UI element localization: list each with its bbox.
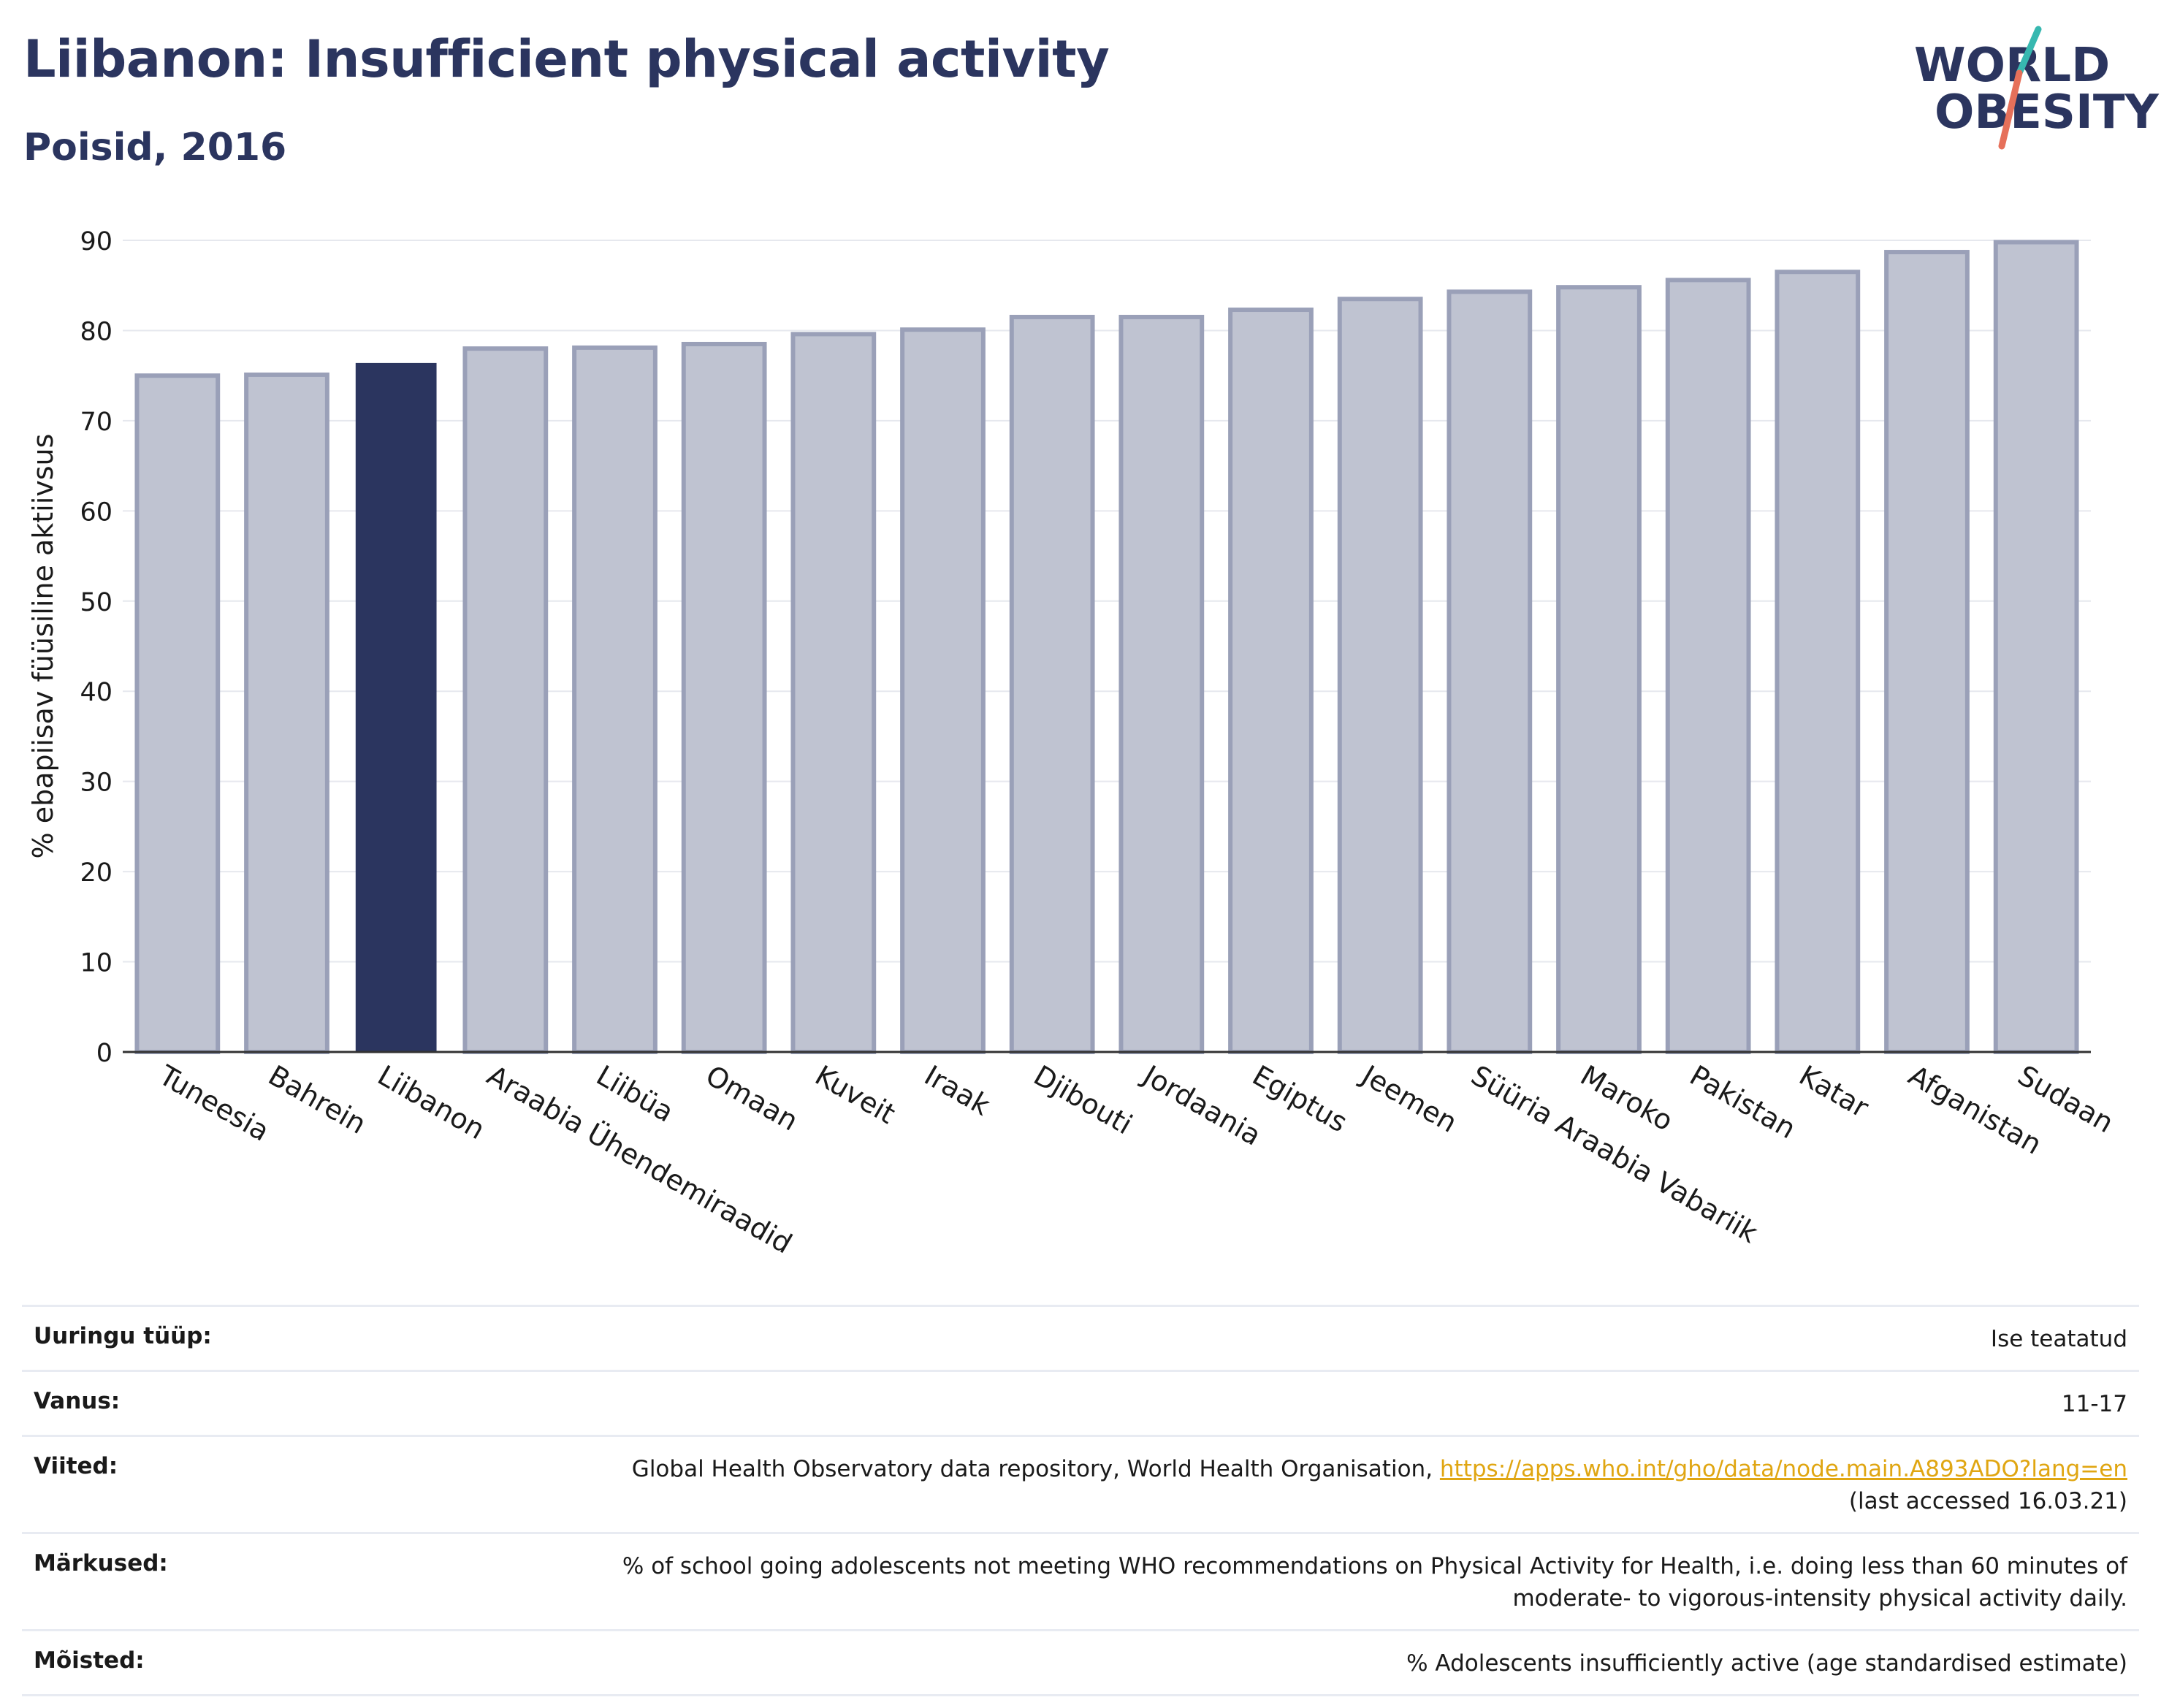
bar-omaan xyxy=(681,341,767,1054)
bar-jordaania xyxy=(1118,314,1205,1054)
bar-chart: 0 10 20 30 40 50 60 70 80 90 % ebapiisav füüsiline… xyxy=(27,227,2119,1260)
y-tick-label: 10 xyxy=(80,949,113,978)
logo-line-1: WORLD xyxy=(1914,39,2111,93)
chart-title: Liibanon: Insufficient physical activity xyxy=(23,29,1110,89)
bar-liibanon xyxy=(355,362,437,1053)
info-key: Märkused: xyxy=(34,1550,168,1577)
info-value: % Adolescents insufficiently active (age… xyxy=(1406,1650,2127,1677)
x-tick-label: Jeemen xyxy=(1355,1059,1463,1139)
x-tick-label: Liibüa xyxy=(591,1059,679,1129)
x-tick-label: Jordaania xyxy=(1137,1059,1267,1152)
reference-link[interactable]: https://apps.who.int/gho/data/node.main.… xyxy=(1439,1456,2127,1482)
bar-sudaan xyxy=(1993,240,2079,1055)
y-tick-label: 80 xyxy=(80,317,113,346)
info-value: % of school going adolescents not meetin… xyxy=(622,1550,2127,1614)
chart-subtitle: Poisid, 2016 xyxy=(23,126,287,169)
logo-line-2: OBESITY xyxy=(1935,85,2159,140)
bar-araabia-hendemiraadid xyxy=(462,346,549,1054)
y-tick-label: 70 xyxy=(80,408,113,437)
bar-maroko xyxy=(1556,285,1642,1054)
x-tick-label: Omaan xyxy=(701,1059,804,1137)
x-tick-label: Iraak xyxy=(919,1059,996,1122)
info-value: 11-17 xyxy=(2061,1391,2127,1417)
y-tick-label: 60 xyxy=(80,497,113,527)
x-tick-label: Katar xyxy=(1794,1059,1874,1124)
bar-egiptus xyxy=(1228,308,1314,1054)
bar-tuneesia xyxy=(134,373,221,1054)
reference-text: Global Health Observatory data repositor… xyxy=(631,1456,1440,1482)
notes-line-1: % of school going adolescents not meetin… xyxy=(622,1553,2127,1579)
y-tick-label: 50 xyxy=(80,588,113,617)
info-value: Global Health Observatory data repositor… xyxy=(632,1453,2127,1517)
bar-djibouti xyxy=(1009,314,1095,1054)
info-row-notes: Märkused: % of school going adolescents … xyxy=(22,1532,2139,1629)
info-key: Mõisted: xyxy=(34,1647,145,1674)
info-value: Ise teatatud xyxy=(1990,1326,2127,1352)
info-key: Viited: xyxy=(34,1453,118,1479)
info-key: Uuringu tüüp: xyxy=(34,1323,212,1349)
y-tick-label: 40 xyxy=(80,678,113,707)
bar-kuveit xyxy=(790,332,877,1055)
x-tick-label: Bahrein xyxy=(263,1059,372,1140)
bar-pakistan xyxy=(1665,278,1751,1054)
x-tick-label: Kuveit xyxy=(809,1059,901,1130)
bar-iraak xyxy=(900,327,986,1054)
x-tick-label: Pakistan xyxy=(1685,1059,1802,1145)
bar-bahrein xyxy=(244,372,329,1054)
y-tick-label: 30 xyxy=(80,769,113,798)
info-key: Vanus: xyxy=(34,1388,121,1414)
world-obesity-logo: WORLD OBESITY xyxy=(1899,22,2159,153)
bar-s-ria-araabia-vabariik xyxy=(1447,289,1533,1055)
x-tick-label: Liibanon xyxy=(373,1059,491,1146)
reference-accessed: (last accessed 16.03.21) xyxy=(1848,1488,2127,1514)
logo-slash-icon xyxy=(1998,26,2042,150)
bar-liib-a xyxy=(572,345,658,1055)
x-tick-label: Tuneesia xyxy=(153,1059,275,1148)
info-table: Uuringu tüüp: Ise teatatud Vanus: 11-17 … xyxy=(22,1305,2139,1696)
info-row-survey-type: Uuringu tüüp: Ise teatatud xyxy=(22,1305,2139,1370)
info-row-references: Viited: Global Health Observatory data r… xyxy=(22,1435,2139,1532)
bar-katar xyxy=(1775,270,1861,1054)
bar-afganistan xyxy=(1884,250,1970,1055)
y-tick-label: 0 xyxy=(96,1039,113,1068)
bar-jeemen xyxy=(1337,297,1423,1054)
info-row-age: Vanus: 11-17 xyxy=(22,1370,2139,1435)
x-tick-label: Djibouti xyxy=(1029,1059,1138,1141)
info-row-definitions: Mõisted: % Adolescents insufficiently ac… xyxy=(22,1629,2139,1696)
y-tick-label: 90 xyxy=(80,227,113,256)
y-tick-label: 20 xyxy=(80,858,113,888)
y-axis-label: % ebapiisav füüsiline aktiivsus xyxy=(27,434,59,859)
notes-line-2: moderate- to vigorous-intensity physical… xyxy=(1512,1585,2127,1612)
